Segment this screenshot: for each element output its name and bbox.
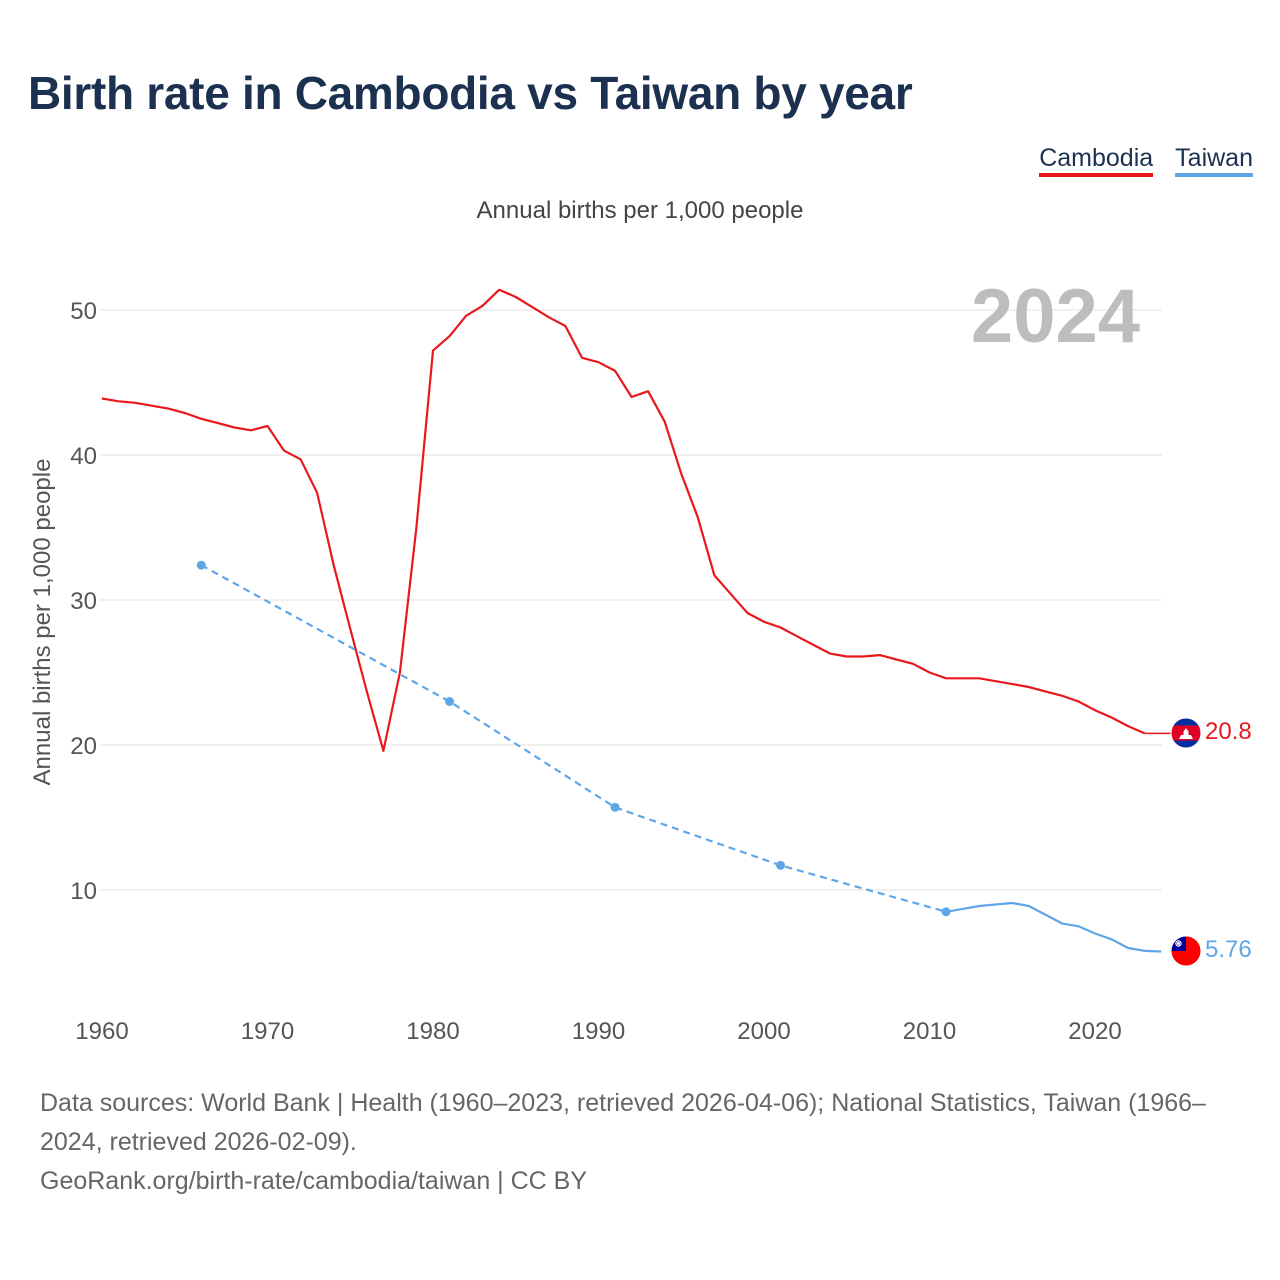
data-point-taiwan: [941, 907, 951, 917]
y-tick-label: 10: [70, 878, 97, 905]
footer: Data sources: World Bank | Health (1960–…: [40, 1084, 1250, 1201]
legend-item-cambodia[interactable]: Cambodia: [1039, 144, 1154, 177]
y-tick-label: 30: [70, 588, 97, 615]
x-tick-label: 2000: [737, 1018, 790, 1045]
year-badge: 2024: [971, 274, 1140, 359]
x-tick-label: 1980: [406, 1018, 459, 1045]
end-label-cambodia: 20.8: [1205, 718, 1252, 745]
y-axis-label: Annual births per 1,000 people: [29, 459, 56, 786]
x-tick-label: 1990: [572, 1018, 625, 1045]
data-point-taiwan: [610, 802, 620, 812]
chart-subtitle: Annual births per 1,000 people: [476, 197, 804, 224]
x-tick-label: 2010: [903, 1018, 956, 1045]
data-point-taiwan: [196, 560, 206, 570]
series-line-taiwan-dashed: [200, 564, 947, 913]
legend: Cambodia Taiwan: [1039, 144, 1253, 177]
x-tick-label: 1960: [75, 1018, 128, 1045]
end-label-taiwan: 5.76: [1205, 936, 1252, 963]
chart-title: Birth rate in Cambodia vs Taiwan by year: [28, 67, 913, 119]
data-point-taiwan: [776, 860, 786, 870]
legend-item-taiwan[interactable]: Taiwan: [1175, 144, 1253, 177]
cambodia-flag-icon: [1170, 717, 1202, 749]
x-tick-label: 1970: [241, 1018, 294, 1045]
x-tick-label: 2020: [1068, 1018, 1121, 1045]
series-line-taiwan: [945, 901, 1162, 953]
y-tick-label: 40: [70, 443, 97, 470]
credit-link[interactable]: GeoRank.org/birth-rate/cambodia/taiwan |…: [40, 1167, 588, 1195]
series-line-cambodia: [101, 288, 1146, 752]
y-tick-label: 20: [70, 733, 97, 760]
taiwan-flag-icon: [1170, 935, 1202, 967]
data-point-taiwan: [445, 697, 455, 706]
y-tick-label: 50: [70, 298, 97, 325]
data-sources: Data sources: World Bank | Health (1960–…: [40, 1089, 1206, 1156]
